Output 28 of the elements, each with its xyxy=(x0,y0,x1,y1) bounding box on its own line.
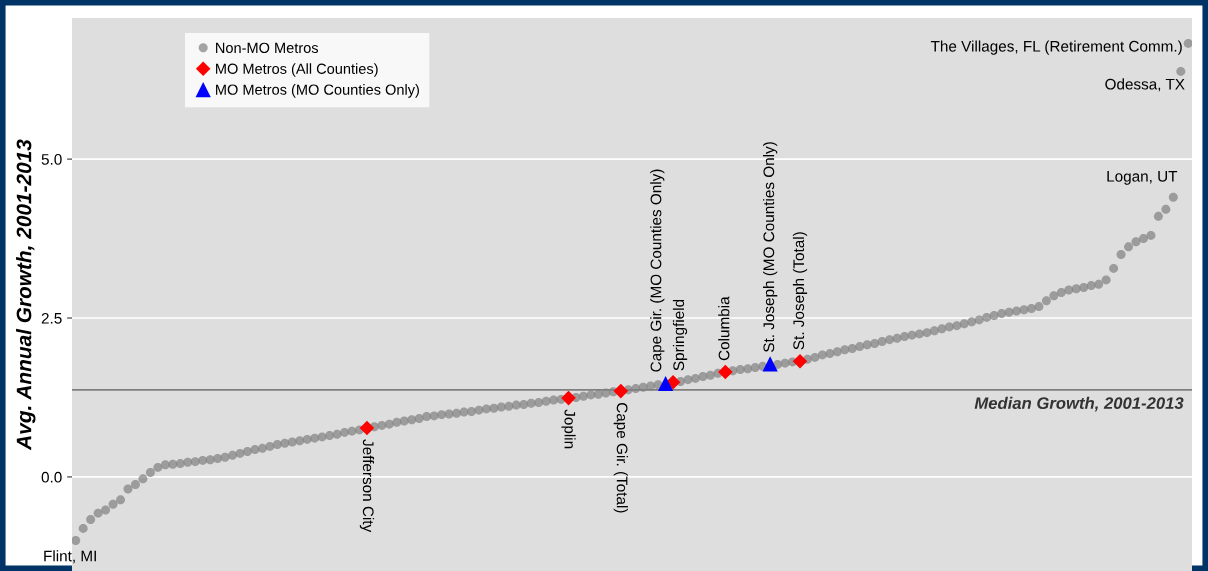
annotation: Odessa, TX xyxy=(1105,78,1185,92)
point xyxy=(613,383,629,399)
annotation: Cape Gir. (MO Counties Only) xyxy=(650,169,665,372)
legend-label: MO Metros (MO Counties Only) xyxy=(216,84,419,98)
ref-line-label: Median Growth, 2001-2013 xyxy=(974,396,1184,412)
point xyxy=(665,374,681,390)
annotation: Jefferson City xyxy=(359,439,375,533)
annotation: St. Joseph (Total) xyxy=(792,232,808,350)
y-axis-title: Avg. Annual Growth, 2001-2013 xyxy=(16,139,36,451)
y-tick-label: 2.5 xyxy=(41,312,62,324)
annotation: Cape Gir. (Total) xyxy=(613,403,628,513)
annotation: Springfield xyxy=(672,299,688,371)
point xyxy=(762,356,778,372)
annotation: Logan, UT xyxy=(1107,171,1178,185)
point xyxy=(792,353,808,369)
point xyxy=(359,420,375,436)
annotation: The Villages, FL (Retirement Comm.) xyxy=(930,40,1182,55)
y-tick-label: 0.0 xyxy=(41,471,62,483)
point xyxy=(657,375,674,392)
point xyxy=(561,390,576,406)
legend-label: Non-MO Metros xyxy=(216,42,319,54)
annotation: Flint, MI xyxy=(44,550,96,564)
y-tick-label: 5.0 xyxy=(41,153,62,165)
annotation: Joplin xyxy=(561,409,576,449)
point xyxy=(718,364,733,380)
annotation: Columbia xyxy=(718,296,730,361)
annotation: St. Joseph (MO Counties Only) xyxy=(763,142,778,352)
legend-label: MO Metros (All Counties) xyxy=(216,63,378,77)
